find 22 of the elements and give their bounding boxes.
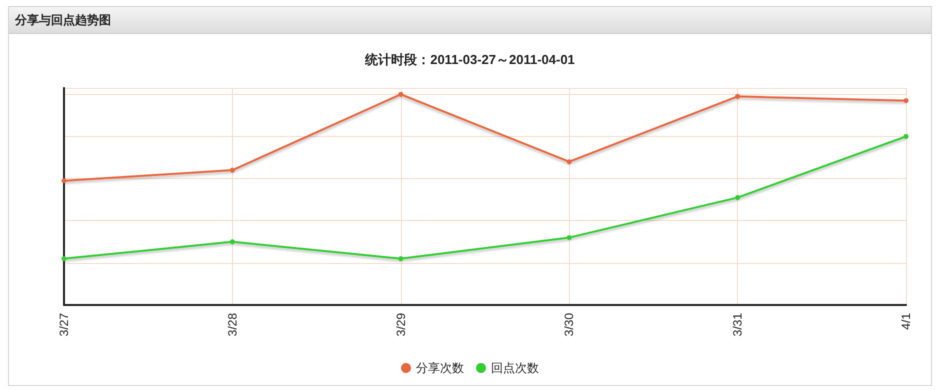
point: [230, 239, 235, 244]
x-tick-label: 3/31: [730, 312, 745, 336]
chart-subtitle: 统计时段：2011-03-27～2011-04-01: [364, 52, 575, 67]
point: [398, 92, 404, 97]
point: [62, 178, 66, 184]
point: [735, 94, 740, 99]
legend-label: 回点次数: [491, 361, 539, 375]
point: [62, 256, 66, 262]
point: [904, 134, 908, 139]
point: [904, 98, 908, 104]
x-tick-label: 4/1: [899, 312, 913, 330]
point: [566, 235, 572, 240]
point: [398, 256, 404, 262]
x-tick-label: 3/30: [562, 312, 576, 336]
chart-title: 分享与回点趋势图: [9, 7, 931, 34]
x-tick-label: 3/27: [57, 312, 71, 336]
point: [230, 168, 235, 173]
point: [566, 159, 572, 164]
point: [735, 195, 740, 200]
x-tick-label: 3/29: [394, 312, 408, 336]
legend-label: 分享次数: [416, 361, 464, 375]
x-tick-label: 3/28: [225, 312, 240, 336]
